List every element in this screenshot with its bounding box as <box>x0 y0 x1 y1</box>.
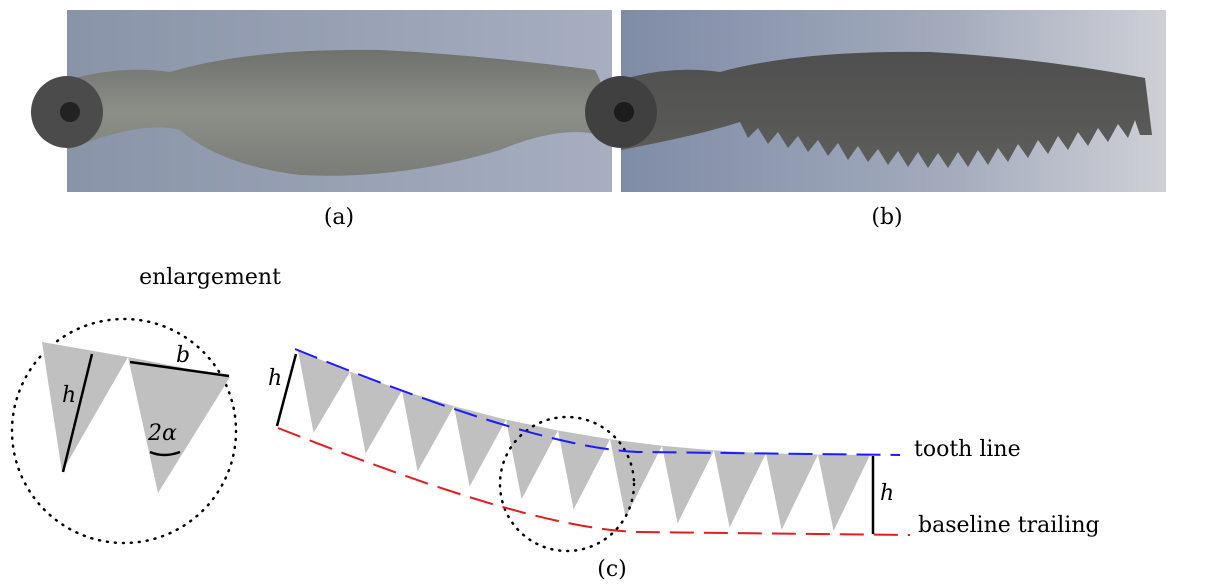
enlargement: enlargement h b 2α <box>12 265 281 543</box>
panel-b <box>585 10 1166 192</box>
tooth <box>818 455 870 531</box>
tooth <box>506 420 558 500</box>
caption: (b) <box>871 205 902 230</box>
h-label: h <box>62 383 76 408</box>
tooth <box>350 372 402 454</box>
h-label: h <box>880 481 894 506</box>
tooth <box>558 431 610 510</box>
angle-label: 2α <box>147 421 177 446</box>
tooth <box>714 450 766 527</box>
tooth <box>128 357 230 493</box>
figure: (a) (b) (c) enlargement h b 2α h h tooth… <box>0 0 1225 588</box>
hub-hole <box>614 102 634 122</box>
h-label: h <box>268 366 282 391</box>
tooth <box>402 390 454 471</box>
tooth-line-label: tooth line <box>914 437 1021 462</box>
enlargement-title: enlargement <box>139 265 281 290</box>
tooth <box>662 446 714 524</box>
b-label: b <box>176 343 190 368</box>
serration: h h tooth line baseline trailing <box>268 349 1100 551</box>
panel-a <box>31 10 612 192</box>
tooth <box>298 350 350 433</box>
caption: (c) <box>597 557 627 582</box>
baseline-label: baseline trailing <box>918 513 1100 538</box>
tooth <box>766 453 818 530</box>
tooth <box>454 406 506 486</box>
caption: (a) <box>324 205 354 230</box>
hub-hole <box>60 102 80 122</box>
tooth <box>42 342 128 472</box>
